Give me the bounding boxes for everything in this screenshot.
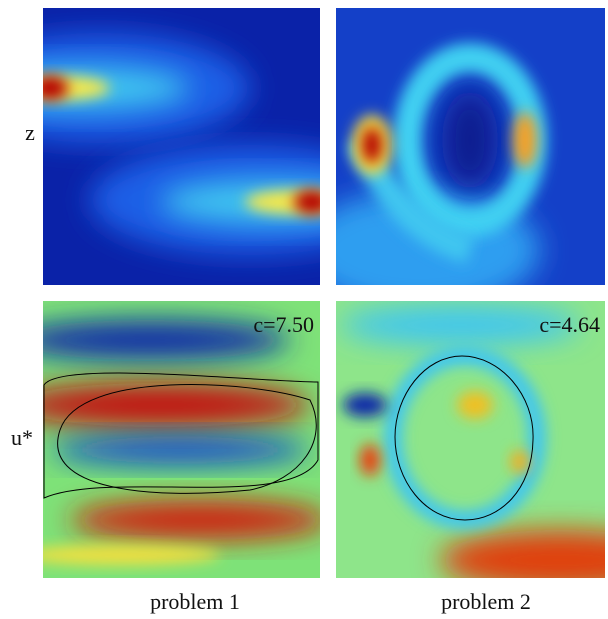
row-label: z [25,120,35,145]
column-label: problem 1 [150,589,240,614]
panel-annotation: c=4.64 [539,312,600,337]
panel-annotation: c=7.50 [253,312,314,337]
heatmap-z-problem-2 [336,8,605,285]
heatmap-z-problem-1 [43,8,320,285]
column-label: problem 2 [441,589,531,614]
heatmap-u-problem-2 [336,301,605,578]
row-label: u* [11,425,33,450]
heatmap-u-problem-1 [43,301,320,578]
